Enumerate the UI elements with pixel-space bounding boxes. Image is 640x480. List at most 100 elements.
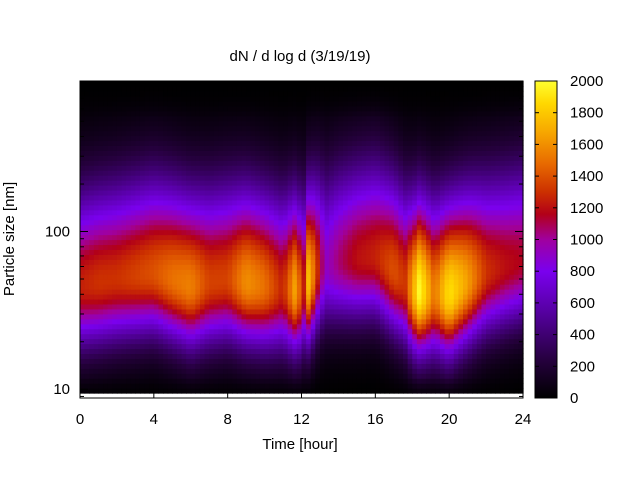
heatmap-cell: [199, 95, 206, 102]
heatmap-cell: [319, 363, 326, 369]
heatmap-cell: [384, 279, 390, 285]
heatmap-cell: [352, 135, 358, 142]
heatmap-cell: [236, 105, 243, 112]
heatmap-cell: [107, 229, 113, 236]
heatmap-cell: [361, 303, 367, 310]
heatmap-cell: [393, 338, 399, 345]
heatmap-cell: [333, 353, 340, 359]
heatmap-cell: [176, 353, 183, 359]
heatmap-cell: [278, 214, 284, 221]
heatmap-cell: [176, 100, 183, 107]
heatmap-cell: [439, 229, 446, 236]
heatmap-cell: [366, 180, 372, 186]
heatmap-cell: [199, 140, 206, 146]
heatmap-cell: [190, 378, 196, 384]
heatmap-cell: [347, 323, 353, 330]
heatmap-cell: [190, 373, 196, 379]
heatmap-cell: [135, 120, 141, 127]
heatmap-cell: [135, 279, 141, 285]
heatmap-cell: [181, 204, 187, 211]
heatmap-cell: [112, 368, 118, 374]
heatmap-cell: [89, 115, 95, 122]
heatmap-cell: [135, 254, 141, 260]
heatmap-cell: [324, 388, 330, 394]
heatmap-cell: [393, 214, 399, 221]
heatmap-cell: [172, 244, 178, 250]
heatmap-cell: [116, 378, 123, 384]
heatmap-cell: [435, 338, 441, 345]
heatmap-cell: [306, 323, 312, 330]
heatmap-cell: [259, 328, 266, 335]
heatmap-cell: [250, 338, 256, 345]
heatmap-cell: [112, 135, 118, 142]
heatmap-cell: [301, 180, 307, 186]
heatmap-cell: [223, 313, 229, 320]
heatmap-cell: [333, 284, 340, 290]
heatmap-cell: [199, 323, 206, 330]
heatmap-cell: [130, 165, 136, 171]
heatmap-cell: [407, 85, 413, 92]
heatmap-cell: [223, 105, 229, 112]
heatmap-cell: [116, 81, 123, 87]
heatmap-cell: [306, 234, 312, 241]
heatmap-cell: [389, 219, 395, 226]
heatmap-cell: [412, 303, 418, 310]
heatmap-cell: [116, 363, 123, 369]
heatmap-cell: [366, 160, 372, 166]
heatmap-cell: [324, 189, 330, 196]
heatmap-cell: [338, 343, 344, 350]
heatmap-cell: [139, 239, 146, 246]
heatmap-cell: [172, 95, 178, 102]
heatmap-cell: [379, 140, 386, 146]
heatmap-cell: [172, 239, 178, 246]
heatmap-cell: [306, 313, 312, 320]
heatmap-cell: [204, 81, 210, 87]
heatmap-cell: [227, 358, 233, 364]
heatmap-cell: [158, 130, 164, 137]
heatmap-cell: [412, 388, 418, 394]
heatmap-cell: [416, 303, 423, 310]
heatmap-cell: [264, 368, 270, 374]
heatmap-cell: [98, 120, 104, 127]
heatmap-cell: [403, 383, 409, 389]
heatmap-cell: [172, 318, 178, 325]
heatmap-cell: [287, 140, 293, 146]
heatmap-cell: [356, 199, 363, 206]
heatmap-cell: [236, 150, 243, 156]
heatmap-cell: [393, 328, 399, 335]
heatmap-cell: [107, 185, 113, 191]
heatmap-cell: [93, 115, 100, 122]
heatmap-cell: [412, 100, 418, 107]
heatmap-cell: [393, 313, 399, 320]
heatmap-cell: [416, 388, 423, 394]
heatmap-cell: [209, 239, 215, 246]
heatmap-cell: [301, 145, 307, 151]
heatmap-cell: [430, 155, 436, 161]
heatmap-cell: [236, 254, 243, 260]
heatmap-cell: [130, 224, 136, 231]
heatmap-cell: [426, 199, 432, 206]
heatmap-cell: [301, 274, 307, 280]
heatmap-cell: [246, 274, 252, 280]
heatmap-cell: [209, 95, 215, 102]
heatmap-cell: [296, 313, 303, 320]
heatmap-cell: [255, 100, 261, 107]
heatmap-cell: [430, 343, 436, 350]
heatmap-cell: [204, 115, 210, 122]
heatmap-cell: [324, 289, 330, 295]
heatmap-cell: [163, 378, 169, 384]
heatmap-cell: [435, 194, 441, 201]
heatmap-cell: [167, 140, 173, 146]
heatmap-cell: [246, 81, 252, 87]
heatmap-cell: [421, 135, 427, 142]
heatmap-cell: [80, 209, 86, 216]
heatmap-cell: [370, 249, 376, 255]
heatmap-cell: [310, 170, 316, 176]
heatmap-cell: [93, 383, 100, 389]
heatmap-cell: [172, 140, 178, 146]
heatmap-cell: [153, 293, 160, 300]
heatmap-cell: [426, 150, 432, 156]
heatmap-cell: [393, 209, 399, 216]
heatmap-cell: [186, 373, 192, 379]
heatmap-cell: [135, 298, 141, 305]
